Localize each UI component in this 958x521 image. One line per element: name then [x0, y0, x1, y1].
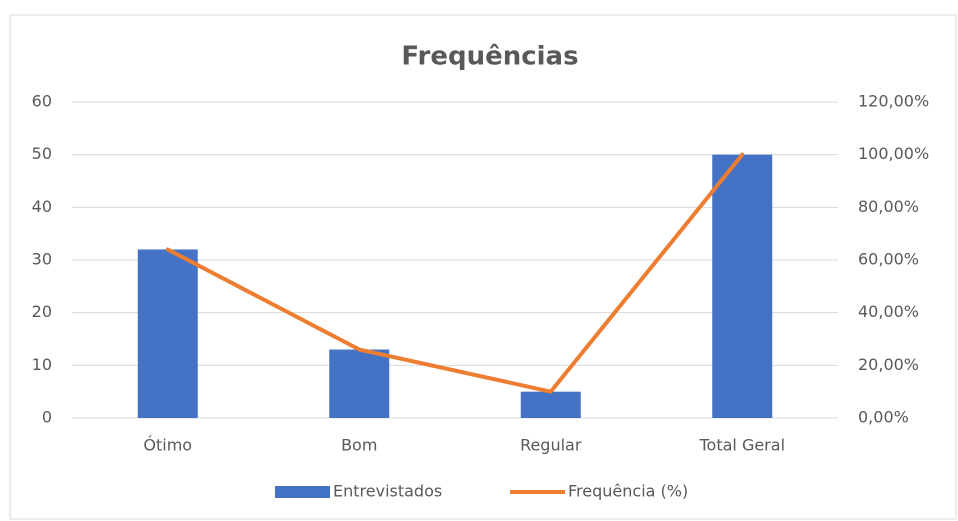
legend-label: Frequência (%)	[568, 482, 688, 501]
legend-swatch	[275, 486, 330, 498]
bar	[137, 249, 198, 418]
x-tick-label: Regular	[520, 436, 582, 455]
y-tick-label: 30	[32, 250, 52, 269]
x-tick-label: Ótimo	[143, 436, 192, 455]
y-tick-label: 60	[32, 92, 52, 111]
bar	[329, 349, 390, 418]
y2-tick-label: 20,00%	[858, 355, 919, 374]
bar	[712, 154, 773, 418]
y2-tick-label: 60,00%	[858, 250, 919, 269]
y-tick-label: 0	[42, 408, 52, 427]
y2-tick-label: 40,00%	[858, 302, 919, 321]
bar	[520, 391, 581, 418]
x-tick-label: Total Geral	[698, 436, 785, 455]
x-tick-label: Bom	[341, 436, 377, 455]
chart-title: Frequências	[401, 42, 578, 72]
y2-tick-label: 100,00%	[858, 144, 929, 163]
y-tick-label: 40	[32, 197, 52, 216]
y2-tick-label: 0,00%	[858, 408, 909, 427]
legend-label: Entrevistados	[333, 482, 442, 501]
y2-tick-label: 120,00%	[858, 92, 929, 111]
line-series	[165, 152, 745, 394]
y-tick-label: 20	[32, 302, 52, 321]
y-tick-label: 50	[32, 144, 52, 163]
y-tick-label: 10	[32, 355, 52, 374]
y2-tick-label: 80,00%	[858, 197, 919, 216]
